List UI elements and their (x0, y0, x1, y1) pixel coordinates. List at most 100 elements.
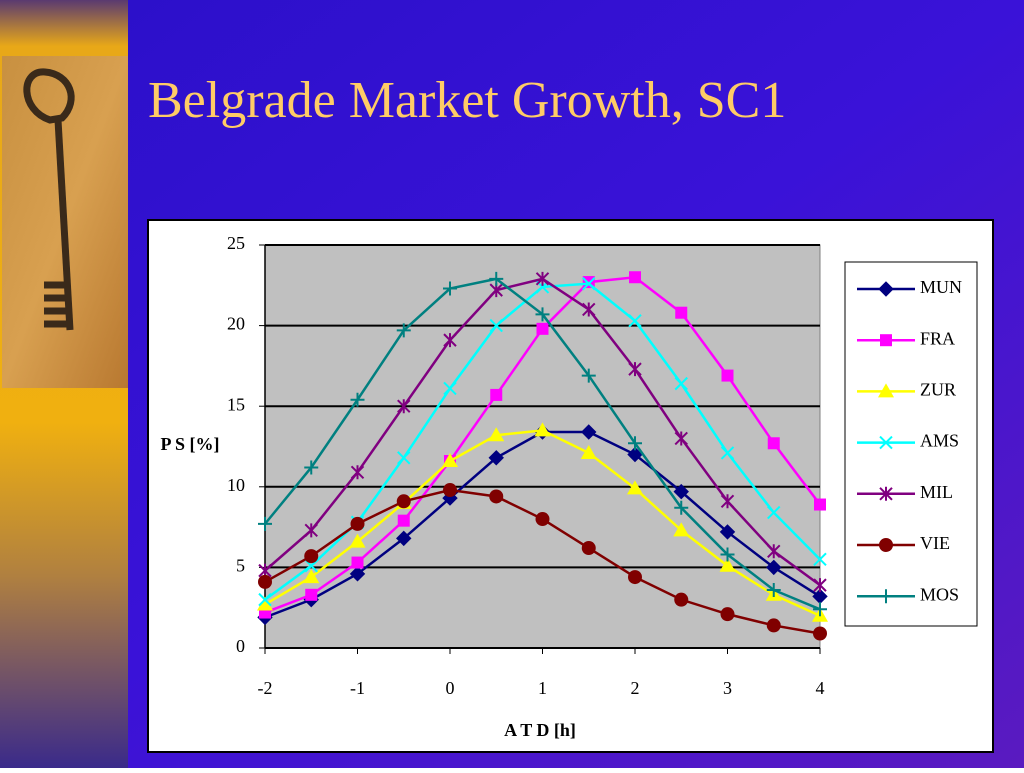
marker (488, 427, 505, 442)
x-tick-label: 2 (631, 678, 640, 698)
marker (580, 444, 597, 459)
marker (581, 424, 597, 440)
y-tick-label: 15 (227, 394, 245, 414)
marker (627, 446, 643, 463)
marker (628, 362, 642, 377)
legend-label: FRA (920, 328, 955, 348)
marker (489, 318, 503, 333)
marker (396, 494, 411, 509)
marker (534, 422, 551, 437)
marker (535, 307, 550, 322)
marker (582, 302, 596, 317)
marker (535, 271, 550, 286)
marker (489, 489, 504, 504)
marker (719, 524, 736, 540)
marker (675, 306, 688, 319)
marker (766, 618, 781, 633)
legend-label: ZUR (920, 380, 956, 400)
marker (396, 323, 411, 338)
marker (674, 431, 688, 446)
x-axis-label: A T D [h] (504, 720, 576, 740)
marker (813, 602, 827, 617)
x-tick-label: 1 (538, 678, 547, 698)
marker (489, 271, 504, 286)
x-tick-label: -1 (350, 678, 365, 698)
marker (673, 483, 689, 500)
marker (720, 547, 735, 562)
marker (767, 437, 780, 450)
marker (879, 589, 893, 604)
x-tick-label: 0 (446, 678, 455, 698)
marker (628, 314, 642, 328)
marker (813, 578, 827, 593)
slide-title: Belgrade Market Growth, SC1 (148, 72, 786, 129)
marker (581, 368, 596, 383)
marker (629, 271, 641, 284)
marker (720, 446, 735, 460)
marker (628, 570, 642, 585)
marker (443, 281, 457, 296)
x-tick-label: -2 (258, 678, 273, 698)
marker (350, 516, 365, 531)
key-icon (23, 68, 75, 331)
marker (581, 541, 596, 556)
marker (766, 559, 782, 576)
legend-label: VIE (920, 533, 950, 553)
marker (582, 276, 596, 291)
marker (879, 435, 893, 450)
legend-label: AMS (920, 431, 959, 451)
marker (767, 544, 781, 559)
legend-label: MIL (920, 482, 953, 502)
y-tick-label: 5 (236, 556, 245, 576)
marker (350, 392, 365, 407)
marker (397, 514, 410, 527)
marker (349, 566, 366, 582)
marker (349, 533, 366, 548)
marker (673, 522, 690, 537)
marker (396, 530, 412, 547)
marker (490, 388, 503, 401)
marker (258, 574, 272, 589)
marker (488, 450, 504, 466)
y-axis-label: P S [%] (160, 434, 219, 454)
marker (303, 569, 320, 584)
x-tick-label: 4 (816, 678, 825, 698)
marker (720, 494, 735, 509)
marker (674, 592, 689, 607)
marker (721, 369, 734, 382)
marker (628, 436, 642, 451)
marker (257, 596, 273, 611)
y-tick-label: 20 (227, 314, 245, 334)
marker (720, 607, 735, 622)
marker (674, 500, 689, 515)
legend-label: MUN (920, 277, 962, 297)
y-tick-label: 25 (227, 233, 245, 253)
marker (536, 322, 549, 335)
marker (397, 399, 411, 414)
marker (535, 512, 550, 527)
plot-area (264, 244, 821, 649)
marker (879, 538, 893, 552)
marker (878, 383, 894, 398)
marker (443, 381, 457, 396)
marker (627, 480, 643, 495)
marker (814, 498, 826, 511)
marker (304, 460, 319, 475)
marker (304, 549, 319, 564)
y-tick-label: 0 (236, 636, 245, 656)
marker (305, 588, 318, 601)
marker (443, 333, 457, 348)
marker (442, 453, 458, 468)
marker (258, 592, 272, 607)
legend-label: MOS (920, 584, 959, 604)
marker (766, 582, 781, 597)
marker (350, 465, 365, 480)
marker (443, 483, 457, 498)
marker (719, 557, 736, 572)
marker (258, 516, 272, 531)
marker (879, 486, 893, 501)
marker (880, 334, 892, 347)
marker (351, 556, 364, 569)
marker (813, 626, 827, 641)
